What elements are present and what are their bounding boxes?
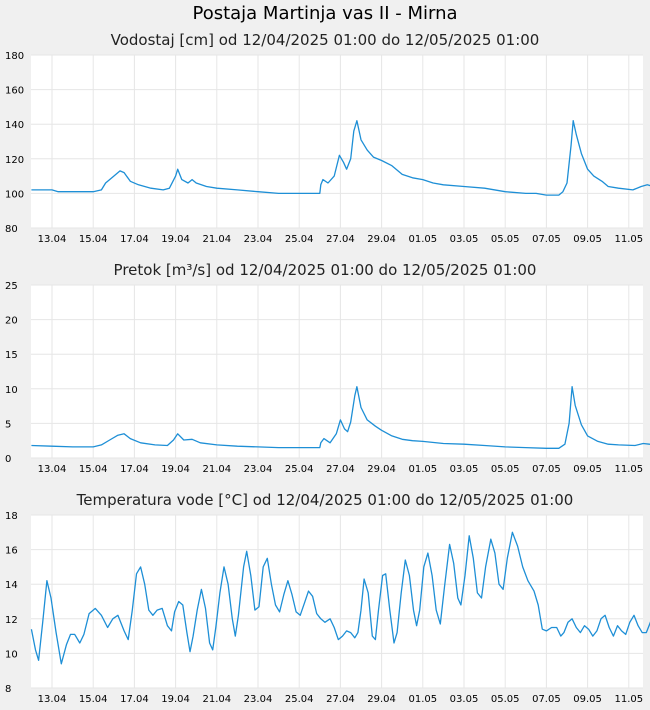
y-tick-label: 8 [5,684,11,695]
x-tick-label: 13.04 [38,694,67,705]
x-tick-label: 05.05 [491,464,520,475]
x-tick-label: 15.04 [79,464,108,475]
x-tick-label: 09.05 [573,234,602,245]
x-tick-label: 07.05 [532,464,561,475]
water-temperature-chart-title: Temperatura vode [°C] od 12/04/2025 01:0… [76,491,574,509]
discharge-chart-title: Pretok [m³/s] od 12/04/2025 01:00 do 12/… [113,261,537,279]
y-tick-label: 25 [5,281,18,292]
x-tick-label: 29.04 [367,234,396,245]
y-tick-label: 12 [5,615,18,626]
y-tick-label: 18 [5,511,18,522]
x-tick-label: 23.04 [244,694,273,705]
x-tick-label: 17.04 [120,234,149,245]
x-tick-label: 23.04 [244,464,273,475]
x-tick-label: 11.05 [614,694,643,705]
x-tick-label: 09.05 [573,464,602,475]
y-tick-label: 10 [5,385,18,396]
series-line [31,386,650,449]
y-tick-label: 14 [5,580,18,591]
x-tick-label: 03.05 [450,234,479,245]
x-tick-label: 27.04 [326,234,355,245]
x-tick-label: 01.05 [408,694,437,705]
y-tick-label: 0 [5,454,11,465]
y-tick-label: 20 [5,316,18,327]
series-line [30,531,650,665]
x-tick-label: 15.04 [79,234,108,245]
x-tick-label: 15.04 [79,694,108,705]
x-tick-label: 21.04 [202,234,231,245]
y-tick-label: 100 [5,189,24,200]
x-tick-label: 11.05 [614,234,643,245]
y-tick-label: 5 [5,419,11,430]
x-tick-label: 19.04 [161,464,190,475]
x-tick-label: 11.05 [614,464,643,475]
x-tick-label: 01.05 [408,464,437,475]
y-tick-label: 120 [5,155,24,166]
y-tick-label: 15 [5,350,18,361]
x-tick-label: 07.05 [532,694,561,705]
x-tick-label: 21.04 [202,464,231,475]
x-tick-label: 09.05 [573,694,602,705]
plot-area [31,55,643,228]
x-tick-label: 05.05 [491,694,520,705]
x-tick-label: 19.04 [161,234,190,245]
x-tick-label: 03.05 [450,694,479,705]
x-tick-label: 01.05 [408,234,437,245]
series-line [31,120,650,196]
water-level-chart-title: Vodostaj [cm] od 12/04/2025 01:00 do 12/… [110,31,540,49]
x-tick-label: 27.04 [326,694,355,705]
x-tick-label: 27.04 [326,464,355,475]
y-tick-label: 16 [5,546,18,557]
x-tick-label: 17.04 [120,694,149,705]
x-tick-label: 29.04 [367,694,396,705]
x-tick-label: 03.05 [450,464,479,475]
x-tick-label: 21.04 [202,694,231,705]
y-tick-label: 10 [5,649,18,660]
y-tick-label: 180 [5,51,24,62]
x-tick-label: 23.04 [244,234,273,245]
x-tick-label: 25.04 [285,464,314,475]
y-tick-label: 80 [5,224,18,235]
page-title: Postaja Martinja vas II - Mirna [192,3,458,24]
y-tick-label: 160 [5,86,24,97]
x-tick-label: 07.05 [532,234,561,245]
x-tick-label: 13.04 [38,234,67,245]
x-tick-label: 17.04 [120,464,149,475]
x-tick-label: 13.04 [38,464,67,475]
x-tick-label: 19.04 [161,694,190,705]
x-tick-label: 25.04 [285,694,314,705]
y-tick-label: 140 [5,120,24,131]
x-tick-label: 05.05 [491,234,520,245]
plot-area [31,515,643,688]
x-tick-label: 25.04 [285,234,314,245]
x-tick-label: 29.04 [367,464,396,475]
